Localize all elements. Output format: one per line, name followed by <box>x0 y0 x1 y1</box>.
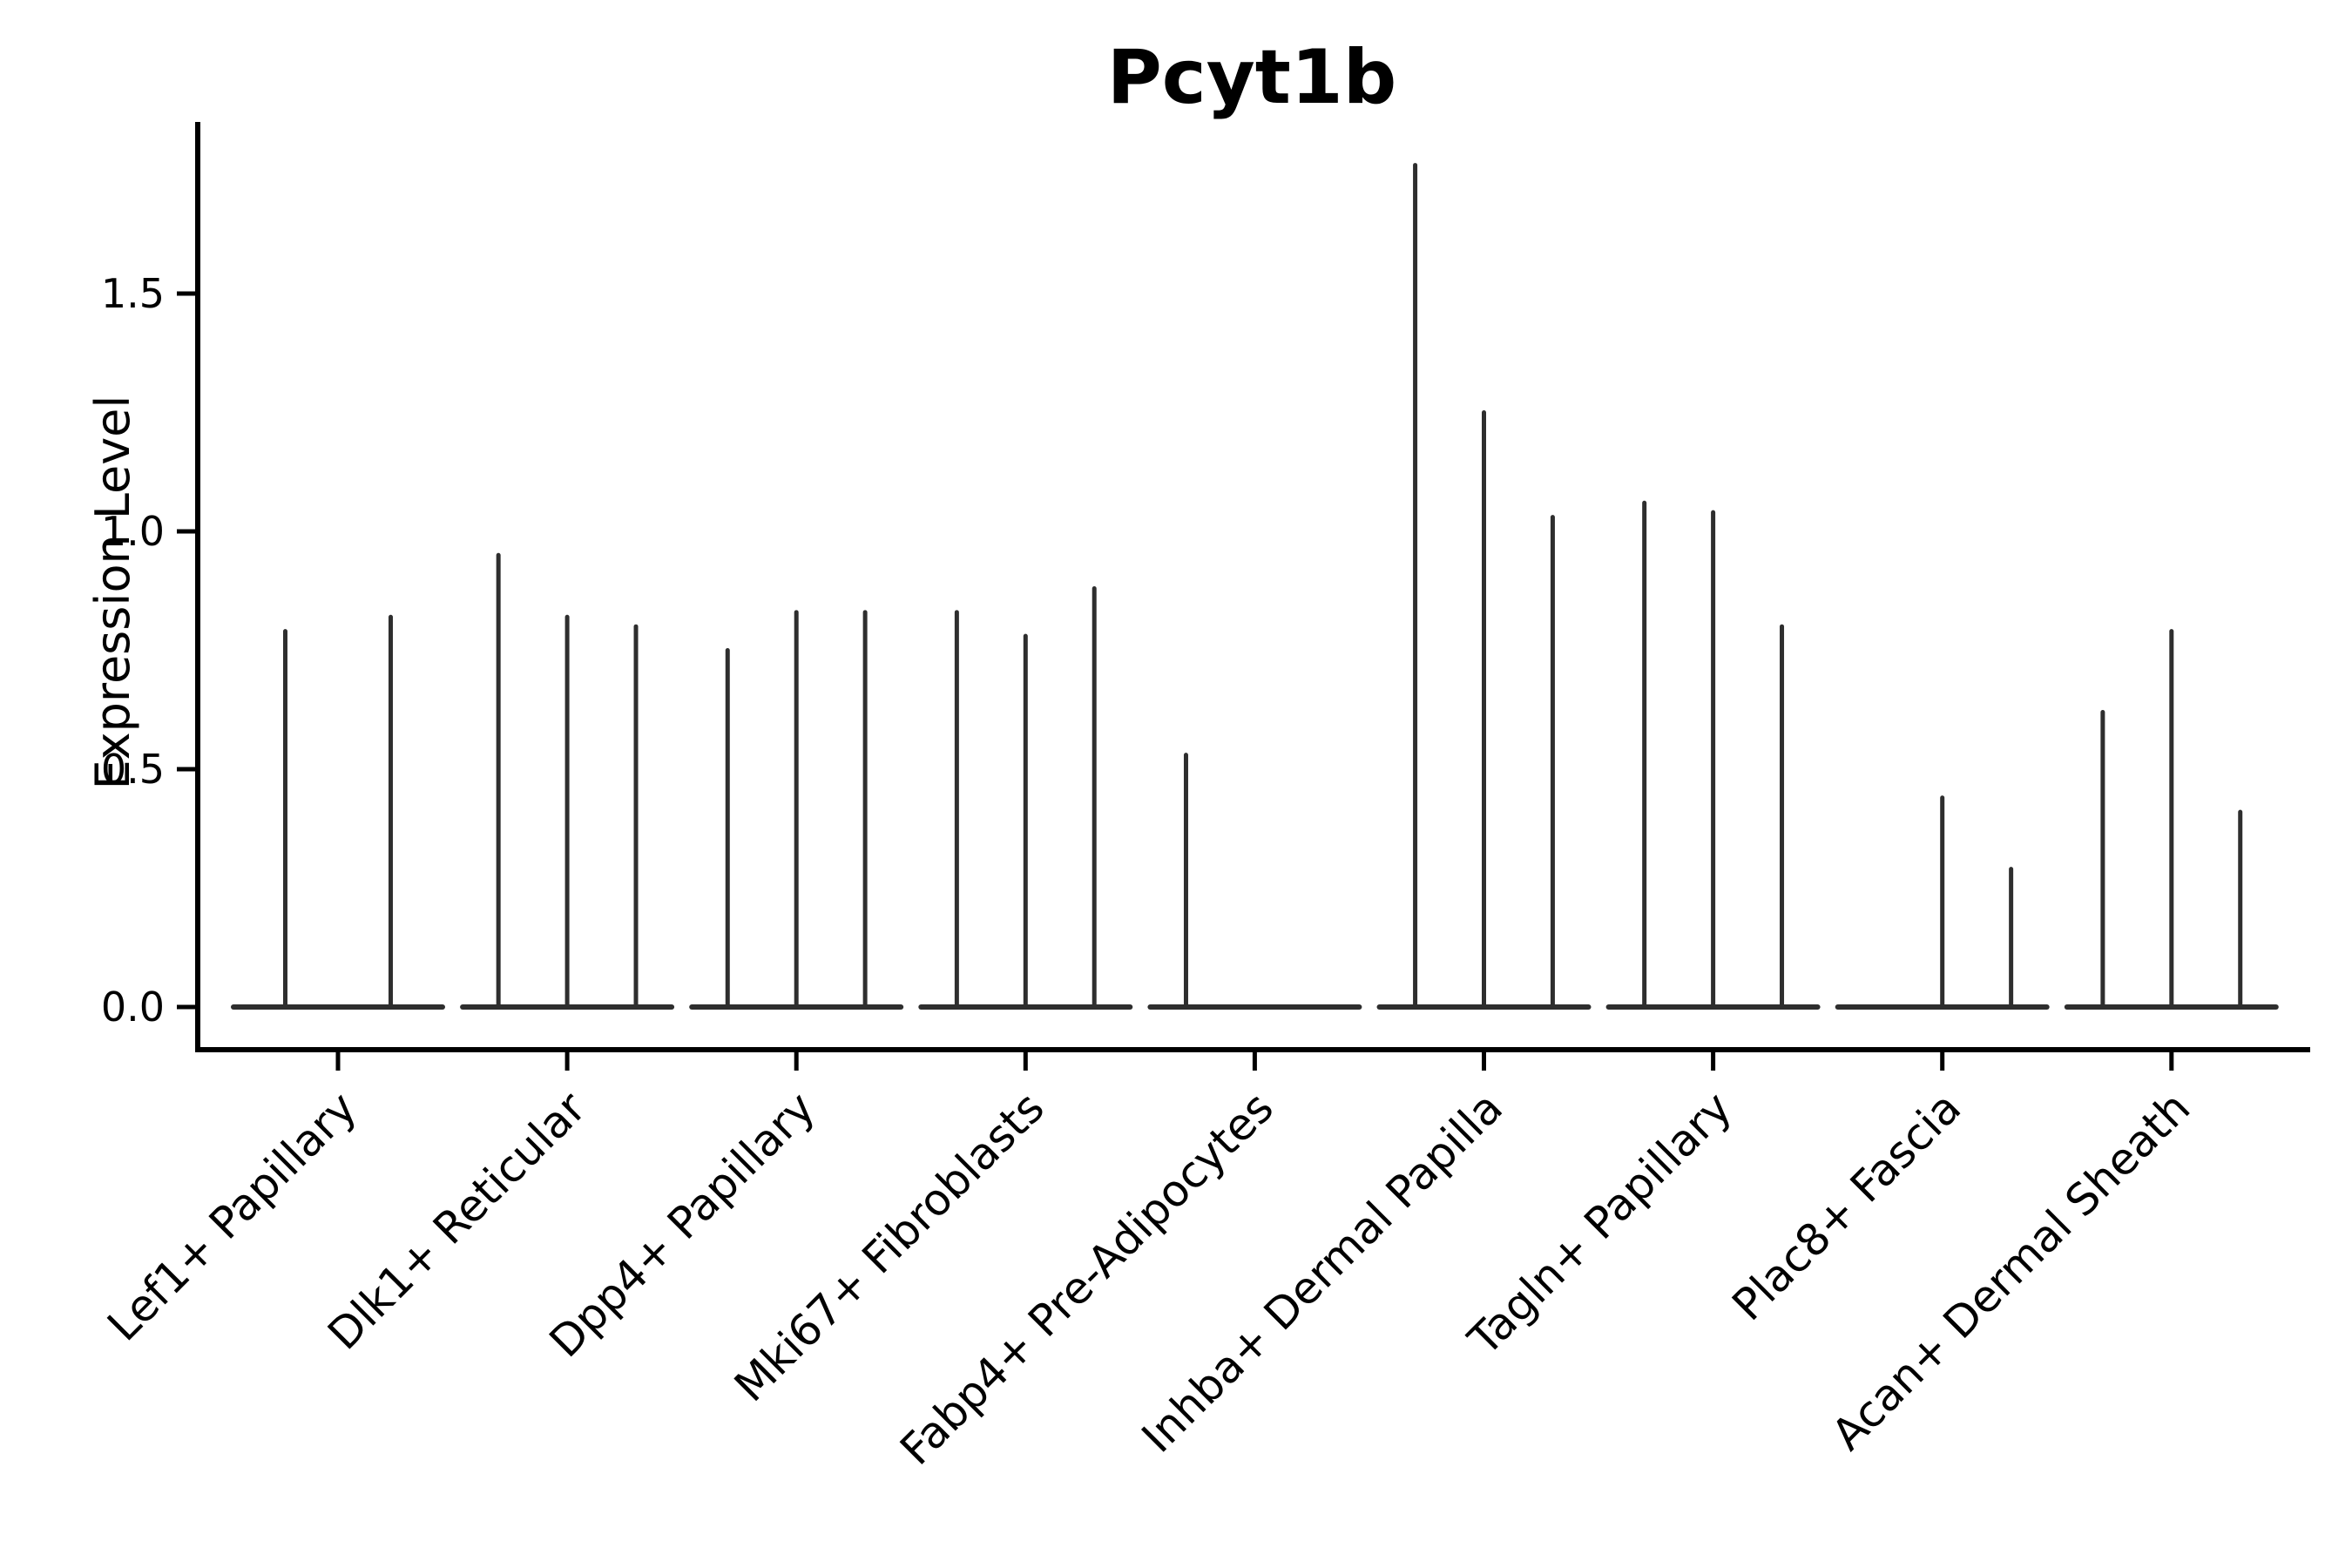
y-tick-label: 0.0 <box>101 983 165 1031</box>
x-tick-label: Lef1+ Papillary <box>98 1082 366 1350</box>
y-tick-label: 0.5 <box>101 746 165 793</box>
x-tick-label: Plac8+ Fascia <box>1722 1082 1970 1330</box>
y-axis-label: Expression Level <box>85 395 140 790</box>
y-tick-label: 1.5 <box>101 270 165 317</box>
x-tick-label: Fabp4+ Pre-Adipocytes <box>890 1082 1283 1475</box>
y-tick-label: 1.0 <box>101 508 165 555</box>
chart-title: Pcyt1b <box>1107 34 1397 121</box>
